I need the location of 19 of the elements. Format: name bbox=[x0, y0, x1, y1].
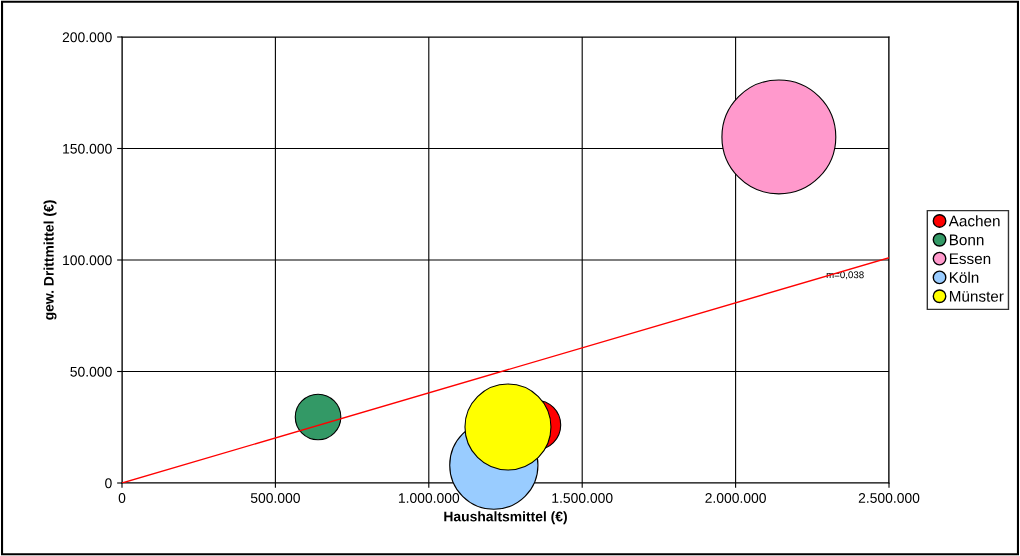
x-tick-label: 1.500.000 bbox=[552, 493, 613, 503]
x-tick-label: 0 bbox=[118, 493, 126, 503]
y-tick-label: 0 bbox=[105, 478, 112, 489]
legend-label: Köln bbox=[949, 271, 979, 283]
x-tick-label: 2.000.000 bbox=[705, 493, 766, 503]
legend-label: Bonn bbox=[949, 234, 984, 246]
y-tick-label: 50.000 bbox=[70, 366, 112, 377]
y-tick-label: 200.000 bbox=[62, 32, 112, 43]
y-tick-label: 150.000 bbox=[63, 143, 112, 154]
y-tick-label: 100.000 bbox=[63, 255, 112, 266]
x-tick-label: 1.000.000 bbox=[398, 493, 460, 503]
legend-label: Münster bbox=[949, 291, 1004, 302]
x-axis-title: Haushaltsmittel (€) bbox=[444, 511, 567, 525]
annotation: m=0,038 bbox=[826, 271, 864, 280]
y-axis-title: gew. Drittmittel (€) bbox=[43, 200, 57, 320]
x-tick-label: 2.500.000 bbox=[858, 493, 920, 503]
legend-label: Essen bbox=[949, 253, 991, 265]
legend-label: Aachen bbox=[948, 215, 1000, 227]
x-tick-label: 500.000 bbox=[250, 493, 300, 503]
